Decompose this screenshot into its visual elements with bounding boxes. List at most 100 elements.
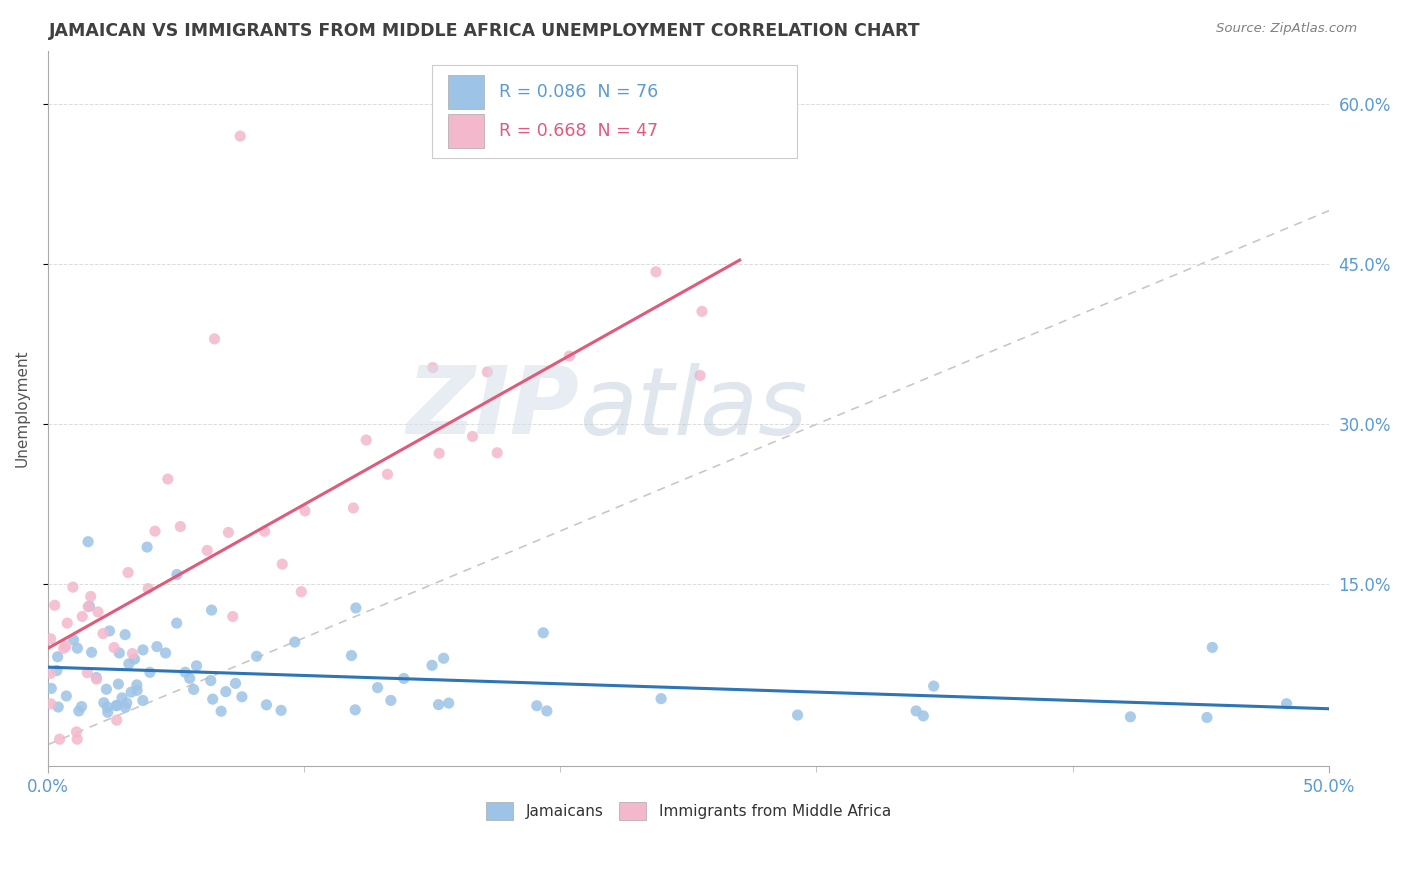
Point bbox=[46, 649, 69, 664]
Point bbox=[169, 519, 191, 533]
Y-axis label: Unemployment: Unemployment bbox=[15, 350, 30, 467]
Text: ZIP: ZIP bbox=[406, 362, 579, 454]
Point bbox=[111, 690, 134, 705]
Point bbox=[392, 672, 415, 686]
Point bbox=[377, 467, 399, 482]
Point bbox=[97, 705, 120, 719]
Point bbox=[195, 543, 218, 558]
FancyBboxPatch shape bbox=[432, 65, 797, 158]
Point bbox=[155, 646, 177, 660]
Point bbox=[132, 693, 155, 707]
Point bbox=[786, 708, 808, 723]
Point bbox=[139, 665, 162, 680]
Point bbox=[127, 683, 149, 698]
Point bbox=[209, 704, 232, 718]
Point bbox=[62, 580, 84, 594]
Text: R = 0.668  N = 47: R = 0.668 N = 47 bbox=[499, 122, 658, 140]
Point bbox=[225, 676, 247, 690]
Point bbox=[174, 665, 197, 680]
Point bbox=[217, 525, 239, 540]
Point bbox=[91, 626, 114, 640]
Point bbox=[284, 635, 307, 649]
Point bbox=[201, 692, 224, 706]
Point bbox=[108, 646, 131, 660]
Point bbox=[55, 639, 77, 653]
Point bbox=[253, 524, 276, 539]
Point bbox=[39, 666, 62, 681]
Point bbox=[124, 652, 146, 666]
Point bbox=[39, 681, 62, 696]
Point bbox=[367, 681, 389, 695]
Point bbox=[76, 665, 98, 680]
Legend: Jamaicans, Immigrants from Middle Africa: Jamaicans, Immigrants from Middle Africa bbox=[479, 797, 897, 826]
Point bbox=[1201, 640, 1223, 655]
Point bbox=[114, 700, 136, 714]
Point bbox=[143, 524, 166, 538]
Point bbox=[536, 704, 558, 718]
Point bbox=[93, 696, 115, 710]
Point bbox=[107, 677, 129, 691]
Point bbox=[67, 704, 90, 718]
Point bbox=[105, 713, 128, 727]
Point bbox=[558, 349, 581, 363]
Point bbox=[290, 584, 312, 599]
Point bbox=[427, 698, 450, 712]
FancyBboxPatch shape bbox=[447, 75, 484, 110]
Point bbox=[45, 664, 67, 678]
Point bbox=[246, 649, 269, 664]
Point bbox=[146, 640, 169, 654]
Point bbox=[922, 679, 945, 693]
Point bbox=[79, 599, 101, 614]
Point bbox=[87, 605, 110, 619]
Point bbox=[229, 129, 252, 144]
Point bbox=[118, 657, 141, 671]
Point bbox=[256, 698, 278, 712]
Text: Source: ZipAtlas.com: Source: ZipAtlas.com bbox=[1216, 22, 1357, 36]
Point bbox=[215, 684, 238, 698]
Point bbox=[96, 682, 118, 697]
Point bbox=[477, 365, 499, 379]
Point bbox=[342, 500, 364, 515]
Point bbox=[86, 672, 108, 686]
Point bbox=[39, 632, 62, 646]
Point bbox=[55, 689, 77, 703]
Point bbox=[103, 640, 125, 655]
FancyBboxPatch shape bbox=[447, 113, 484, 148]
Point bbox=[136, 540, 159, 554]
Point bbox=[121, 647, 143, 661]
Point bbox=[486, 446, 509, 460]
Point bbox=[420, 658, 443, 673]
Point bbox=[115, 696, 138, 710]
Point bbox=[56, 616, 79, 631]
Point bbox=[96, 700, 118, 714]
Text: JAMAICAN VS IMMIGRANTS FROM MIDDLE AFRICA UNEMPLOYMENT CORRELATION CHART: JAMAICAN VS IMMIGRANTS FROM MIDDLE AFRIC… bbox=[49, 22, 921, 40]
Point bbox=[136, 582, 159, 596]
Point bbox=[52, 641, 75, 656]
Point bbox=[437, 696, 460, 710]
Point bbox=[70, 699, 93, 714]
Point bbox=[427, 446, 450, 460]
Point bbox=[132, 643, 155, 657]
Point bbox=[66, 732, 89, 747]
Point bbox=[690, 304, 713, 318]
Point bbox=[526, 698, 548, 713]
Point bbox=[166, 616, 188, 631]
Point bbox=[344, 703, 367, 717]
Point bbox=[531, 625, 554, 640]
Point bbox=[79, 590, 101, 604]
Point bbox=[77, 599, 100, 614]
Point bbox=[1275, 697, 1298, 711]
Point bbox=[1195, 710, 1218, 724]
Point bbox=[120, 685, 142, 699]
Point bbox=[200, 603, 222, 617]
Point bbox=[1119, 710, 1142, 724]
Point bbox=[39, 697, 62, 711]
Point bbox=[66, 641, 89, 656]
Point bbox=[77, 534, 100, 549]
Point bbox=[650, 691, 672, 706]
Point bbox=[270, 703, 292, 717]
Point bbox=[186, 658, 208, 673]
Point bbox=[344, 601, 367, 615]
Point bbox=[183, 682, 205, 697]
Point bbox=[912, 709, 935, 723]
